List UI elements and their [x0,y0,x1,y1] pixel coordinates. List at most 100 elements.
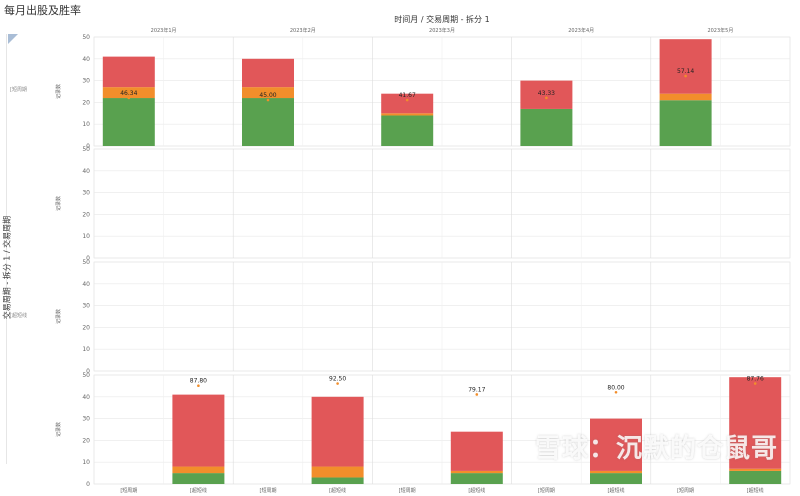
y-tick-label: 30 [82,303,90,310]
bar-segment-loss [381,93,434,114]
y-tick-label: 10 [82,121,90,128]
winrate-data-label: 46.34 [120,90,137,97]
x-tick-label: [超短线 [190,487,207,494]
bar-segment-flat [590,470,642,474]
bar-segment-flat [659,93,712,101]
y-tick-label: 20 [82,437,90,444]
y-tick-label: 50 [82,259,90,266]
winrate-marker [405,98,409,102]
bar-segment-win [172,473,225,484]
bar-segment-flat [102,87,155,99]
row-label-short-cycle: [短周期 [10,87,27,93]
left-divider [6,34,7,464]
winrate-marker [614,390,618,394]
bar-segment-win [450,473,503,484]
month-header-label: 2023年4月 [568,27,594,34]
collapse-triangle-icon[interactable] [8,34,18,44]
bar-segment-win [242,98,294,146]
x-tick-label: [超短线 [747,487,764,494]
winrate-data-label: 41.67 [399,92,416,99]
y-tick-label: 20 [82,324,90,331]
y-tick-label: 50 [82,34,90,41]
y-tick-label: 30 [82,416,90,423]
bar-segment-loss [590,418,642,471]
winrate-data-label: 80.00 [607,384,624,391]
y-tick-label: 50 [82,372,90,379]
winrate-marker [475,393,479,396]
month-header-label: 2023年1月 [151,27,177,34]
winrate-data-label: 87.80 [190,378,207,385]
y-tick-label: 50 [82,146,90,153]
bar-segment-win [102,98,155,146]
winrate-data-label: 92.50 [329,376,346,383]
bar-segment-flat [381,113,434,116]
bar-segment-loss [311,396,364,467]
y-tick-label: 10 [82,346,90,353]
x-tick-label: [短周期 [120,487,137,494]
y-tick-label: 40 [82,56,90,63]
winrate-data-label: 79.17 [468,386,485,393]
y-tick-label: 0 [86,481,90,488]
winrate-data-label: 43.33 [538,90,555,97]
bar-segment-flat [172,466,225,474]
y-tick-label: 0 [86,368,90,375]
y-tick-label: 40 [82,168,90,175]
x-tick-label: [短周期 [260,487,277,494]
winrate-marker [266,98,270,102]
bar-segment-win [311,477,364,484]
bar-segment-flat [242,87,294,99]
bar-segment-flat [311,466,364,478]
y-tick-label: 10 [82,233,90,240]
row-label-ultra-short: [超短线 [10,313,27,319]
winrate-marker [127,96,131,100]
y-tick-label: 40 [82,394,90,401]
bar-segment-win [590,473,642,484]
month-header-label: 2023年2月 [290,27,316,34]
month-header-label: 2023年3月 [429,27,455,34]
column-header: 时间月 / 交易周期 - 拆分 1 [394,15,490,24]
bar-segment-loss [242,58,294,88]
winrate-data-label: 87.76 [747,376,764,383]
watermark: 雪球：沉默的仓鼠哥 [535,434,779,464]
winrate-marker [684,74,687,78]
y-tick-label: 40 [82,281,90,288]
bar-segment-win [381,115,434,146]
bar-segment-loss [659,39,712,94]
bar-segment-loss [450,431,503,471]
winrate-marker [753,382,757,385]
y-tick-label: 10 [82,459,90,466]
y-tick-label: 30 [82,190,90,197]
y-tick-label: 0 [86,255,90,262]
bar-segment-loss [729,377,782,469]
winrate-data-label: 45.00 [259,92,276,99]
x-tick-label: [短周期 [399,487,416,494]
y-axis-label: 记录数 [55,84,62,99]
y-tick-label: 0 [86,143,90,150]
bar-segment-loss [172,394,225,467]
winrate-marker [545,96,548,100]
page-title: 每月出股及胜率 [4,4,81,17]
bar-segment-loss [520,80,573,109]
bar-segment-win [729,470,782,484]
x-tick-label: [短周期 [677,487,694,494]
bar-segment-win [520,108,573,146]
winrate-marker [197,384,200,388]
x-tick-label: [超短线 [329,487,346,494]
y-axis-label: 记录数 [55,309,62,324]
bar-segment-win [659,100,712,146]
x-tick-label: [短周期 [538,487,555,494]
bar-segment-flat [729,468,782,471]
bar-segment-loss [102,56,155,88]
winrate-marker [336,382,339,385]
winrate-data-label: 57.14 [677,68,694,75]
y-axis-label: 记录数 [55,196,62,211]
y-tick-label: 20 [82,211,90,218]
x-tick-label: [超短线 [608,487,625,494]
month-header-label: 2023年5月 [707,27,733,34]
y-tick-label: 20 [82,99,90,106]
y-axis-label: 记录数 [55,422,62,437]
bar-segment-flat [450,470,503,474]
x-tick-label: [超短线 [468,487,485,494]
y-tick-label: 30 [82,78,90,85]
